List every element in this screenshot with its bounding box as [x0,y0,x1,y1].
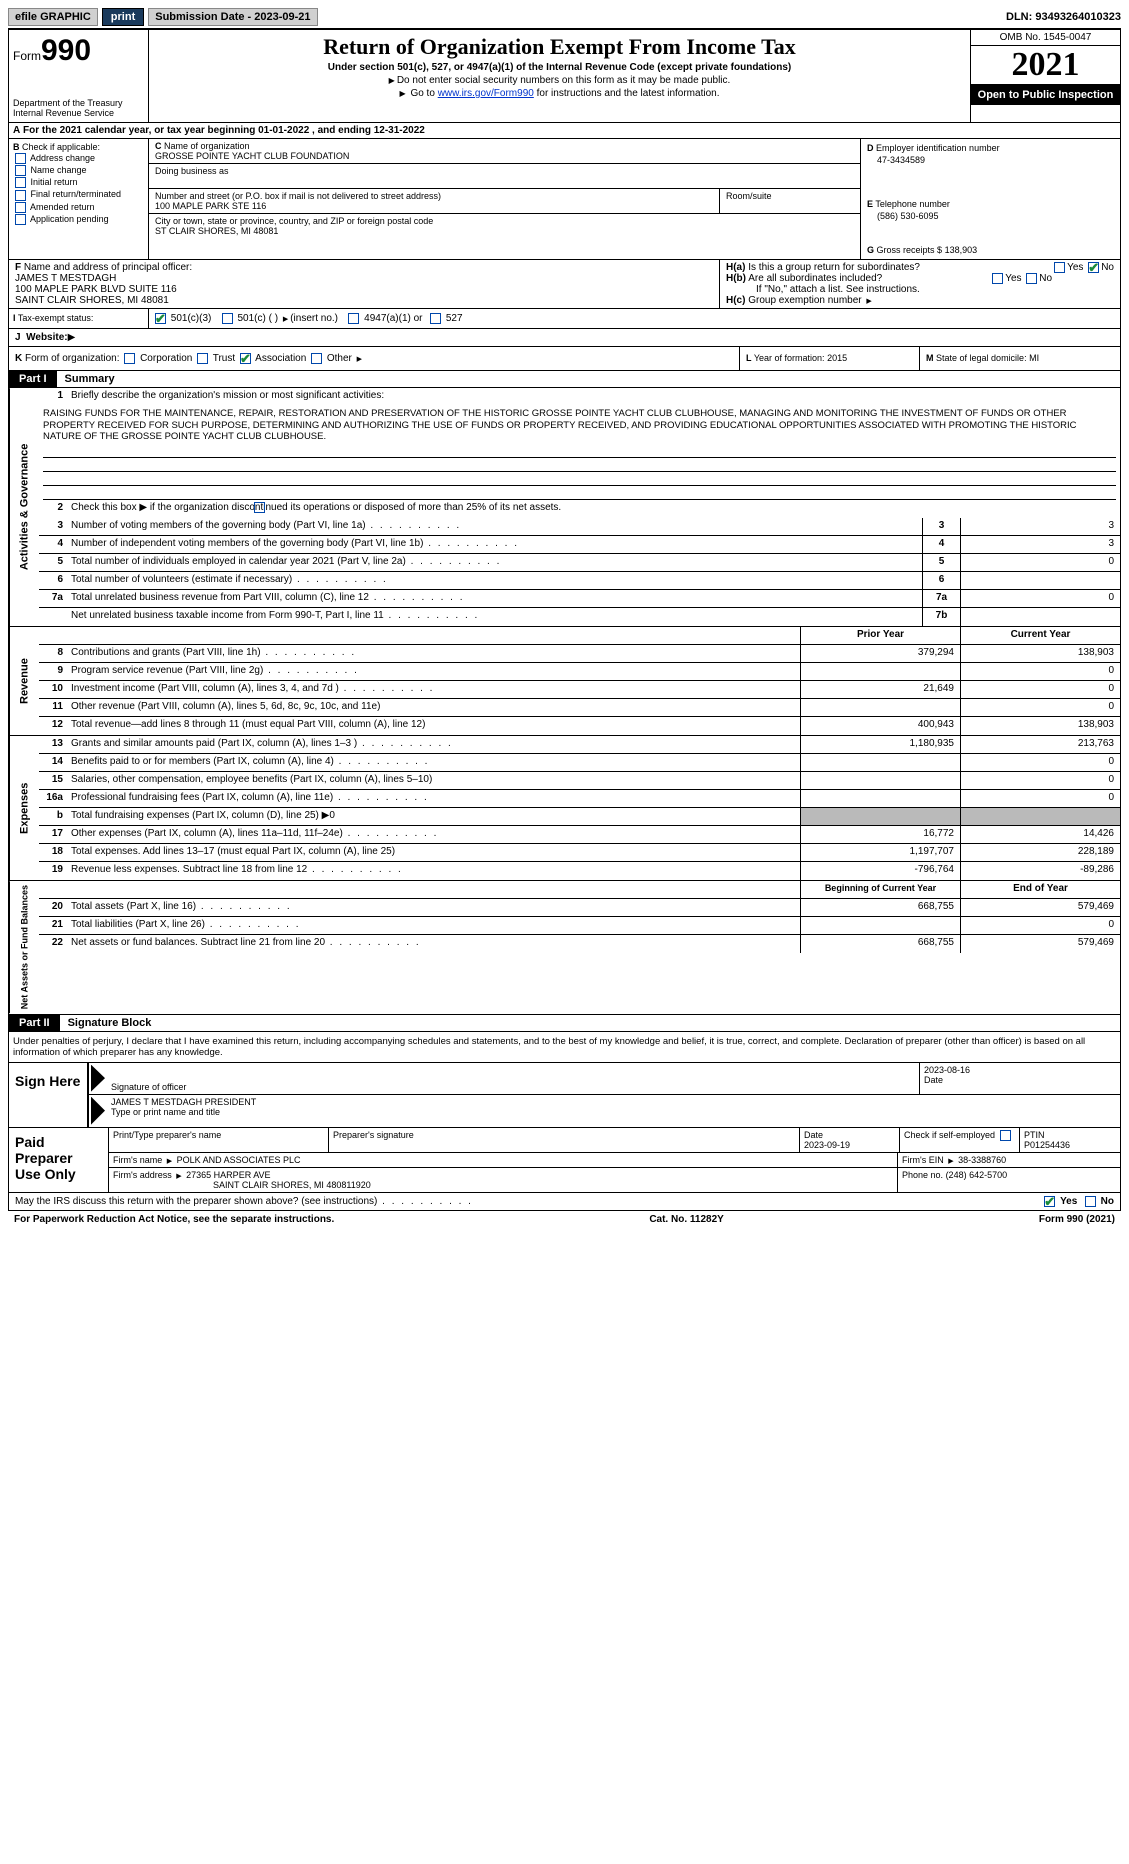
check-corp[interactable] [124,353,135,364]
row-j: J Website: ▶ [8,329,1121,347]
tax-year: 2021 [971,46,1120,85]
ptin: P01254436 [1024,1140,1070,1150]
ha-no[interactable] [1088,262,1099,273]
ein: 47-3434589 [867,155,1114,165]
city-state-zip: ST CLAIR SHORES, MI 48081 [155,226,278,236]
v3: 3 [960,518,1120,535]
row-klm: K Form of organization: Corporation Trus… [8,347,1121,371]
side-net: Net Assets or Fund Balances [9,881,39,1013]
submission-date: Submission Date - 2023-09-21 [148,8,317,26]
net-assets-section: Net Assets or Fund Balances Beginning of… [8,881,1121,1014]
col-b: B Check if applicable: Address change Na… [9,139,149,259]
side-gov: Activities & Governance [9,388,39,626]
v7b [960,608,1120,626]
check-other[interactable] [311,353,322,364]
mission-text: RAISING FUNDS FOR THE MAINTENANCE, REPAI… [39,406,1120,444]
revenue-section: Revenue Prior YearCurrent Year 8Contribu… [8,627,1121,736]
hb-no[interactable] [1026,273,1037,284]
cat-no: Cat. No. 11282Y [649,1214,723,1225]
v5: 0 [960,554,1120,571]
note-ssn: Do not enter social security numbers on … [153,75,966,86]
street-address: 100 MAPLE PARK STE 116 [155,201,266,211]
gross-receipts: 138,903 [945,245,978,255]
part2-header: Part II Signature Block [8,1015,1121,1032]
side-rev: Revenue [9,627,39,735]
year-formation: 2015 [827,353,847,363]
check-discontinued[interactable] [254,502,265,513]
firm-phone: (248) 642-5700 [946,1170,1008,1180]
firm-addr: 27365 HARPER AVE [186,1170,270,1180]
row-a: A For the 2021 calendar year, or tax yea… [8,123,1121,139]
firm-ein: 38-3388760 [958,1155,1006,1165]
irs-label: Internal Revenue Service [13,108,144,118]
topbar: efile GRAPHIC print Submission Date - 20… [8,8,1121,30]
state-domicile: MI [1029,353,1039,363]
officer-name: JAMES T MESTDAGH [15,273,116,284]
hb-yes[interactable] [992,273,1003,284]
firm-name: POLK AND ASSOCIATES PLC [177,1155,301,1165]
section-bcd: B Check if applicable: Address change Na… [8,139,1121,260]
form-title: Return of Organization Exempt From Incom… [153,34,966,60]
prep-date: 2023-09-19 [804,1140,850,1150]
check-501c3[interactable] [155,313,166,324]
print-button[interactable]: print [102,8,144,26]
expenses-section: Expenses 13Grants and similar amounts pa… [8,736,1121,881]
check-501c[interactable] [222,313,233,324]
paid-preparer: Paid Preparer Use Only Print/Type prepar… [8,1128,1121,1193]
check-amended[interactable] [15,202,26,213]
check-4947[interactable] [348,313,359,324]
check-527[interactable] [430,313,441,324]
efile-badge: efile GRAPHIC [8,8,98,26]
sig-arrow-icon [91,1065,105,1092]
org-name: GROSSE POINTE YACHT CLUB FOUNDATION [155,151,349,161]
sign-here: Sign Here Signature of officer 2023-08-1… [8,1063,1121,1128]
form-prefix: Form [13,49,41,63]
ha-yes[interactable] [1054,262,1065,273]
omb-number: OMB No. 1545-0047 [971,30,1120,46]
part1-header: Part I Summary [8,371,1121,388]
side-exp: Expenses [9,736,39,880]
check-trust[interactable] [197,353,208,364]
row-fh: F Name and address of principal officer:… [8,260,1121,309]
dept-treasury: Department of the Treasury [13,98,144,108]
discuss-row: May the IRS discuss this return with the… [8,1193,1121,1211]
v7a: 0 [960,590,1120,607]
check-assoc[interactable] [240,353,251,364]
col-d: D Employer identification number 47-3434… [860,139,1120,259]
activities-governance: Activities & Governance 1Briefly describ… [8,388,1121,627]
v6 [960,572,1120,589]
open-public-badge: Open to Public Inspection [971,85,1120,105]
row-i: I Tax-exempt status: 501(c)(3) 501(c) ( … [8,309,1121,329]
dln: DLN: 93493264010323 [1006,11,1121,23]
form-header: Form990 Department of the Treasury Inter… [8,30,1121,123]
officer-name-title: JAMES T MESTDAGH PRESIDENT [111,1097,256,1107]
note-link: Go to www.irs.gov/Form990 for instructio… [153,88,966,99]
phone: (586) 530-6095 [867,211,1114,221]
discuss-no[interactable] [1085,1196,1096,1207]
check-initial[interactable] [15,177,26,188]
check-final[interactable] [15,190,26,201]
check-name[interactable] [15,165,26,176]
sig-arrow-icon-2 [91,1097,105,1125]
footer: For Paperwork Reduction Act Notice, see … [8,1211,1121,1228]
check-self-emp[interactable] [1000,1130,1011,1141]
col-c: C Name of organization GROSSE POINTE YAC… [149,139,860,259]
sig-date: 2023-08-16 [924,1065,970,1075]
check-address[interactable] [15,153,26,164]
discuss-yes[interactable] [1044,1196,1055,1207]
form-footer: Form 990 (2021) [1039,1214,1115,1225]
v4: 3 [960,536,1120,553]
check-app[interactable] [15,214,26,225]
form-subtitle: Under section 501(c), 527, or 4947(a)(1)… [153,62,966,73]
form-number: 990 [41,34,91,67]
irs-link[interactable]: www.irs.gov/Form990 [438,88,534,99]
sig-declaration: Under penalties of perjury, I declare th… [8,1032,1121,1063]
